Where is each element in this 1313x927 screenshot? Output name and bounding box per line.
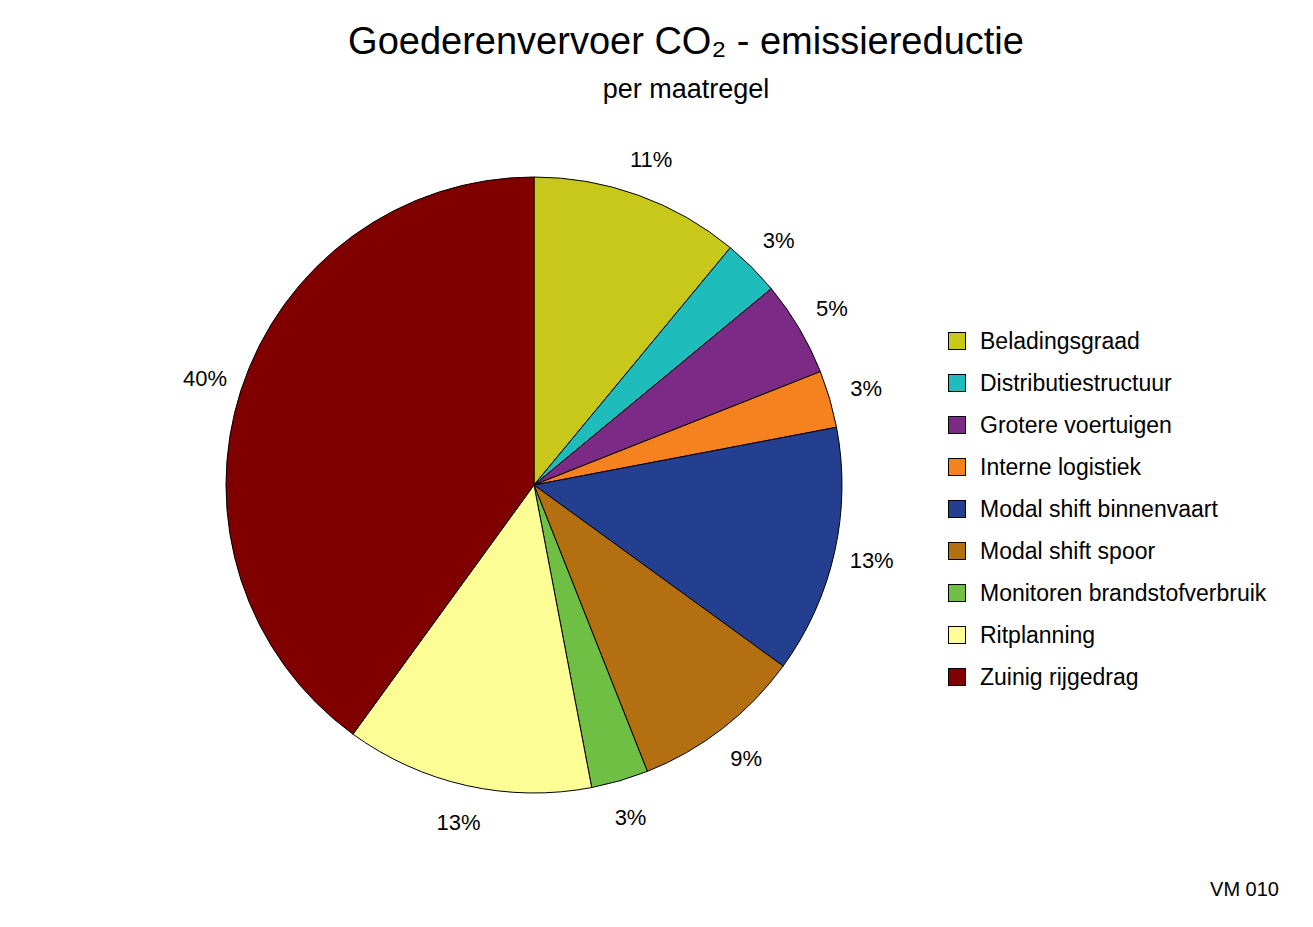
html-text:Ritplanning: Ritplanning xyxy=(980,621,1096,648)
html-text:Beladingsgraad: Beladingsgraad xyxy=(980,327,1140,354)
svg-text:5%: 5% xyxy=(816,296,848,321)
html-text:Modal shift spoor: Modal shift spoor xyxy=(980,537,1156,564)
html-text:Grotere voertuigen: Grotere voertuigen xyxy=(980,411,1172,438)
svg-text:13%: 13% xyxy=(850,548,894,573)
html-text:per maatregel: per maatregel xyxy=(602,74,770,104)
svg-text:3%: 3% xyxy=(850,376,882,401)
html-text:Distributiestructuur: Distributiestructuur xyxy=(980,369,1172,396)
html-text:Goederenvervoer CO₂ - emissier: Goederenvervoer CO₂ - emissiereductie xyxy=(348,20,1024,62)
html-text:Modal shift binnenvaart: Modal shift binnenvaart xyxy=(980,495,1218,522)
html-text:Zuinig rijgedrag: Zuinig rijgedrag xyxy=(980,663,1139,690)
html-text:Interne logistiek: Interne logistiek xyxy=(980,453,1142,480)
svg-text:13%: 13% xyxy=(436,810,480,835)
html-text:Monitoren brandstofverbruik: Monitoren brandstofverbruik xyxy=(980,579,1267,606)
svg-text:9%: 9% xyxy=(730,746,762,771)
svg-text:11%: 11% xyxy=(630,147,672,172)
svg-text:3%: 3% xyxy=(615,805,647,830)
svg-text:40%: 40% xyxy=(183,366,227,391)
svg-text:3%: 3% xyxy=(763,228,795,253)
html-text:VM 010: VM 010 xyxy=(1210,878,1279,900)
